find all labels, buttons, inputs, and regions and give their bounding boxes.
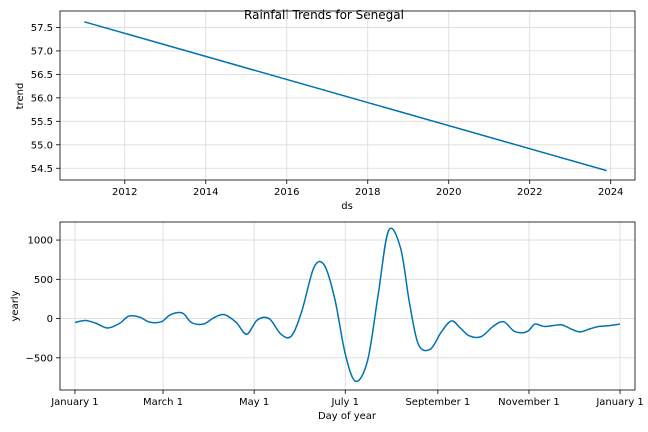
chart-title: Rainfall Trends for Senegal	[244, 8, 404, 22]
trend-line	[84, 21, 607, 172]
trend-y-tick-label: 57.5	[31, 23, 53, 34]
yearly-x-tick-label: November 1	[498, 397, 560, 408]
trend-x-tick-label: 2018	[355, 187, 380, 198]
trend-y-tick-label: 57.0	[31, 46, 53, 57]
trend-x-ticks: 2012 2014 2016 2018 2020 2022 2024	[112, 180, 623, 198]
yearly-y-tick-label: 1000	[28, 236, 53, 247]
trend-x-tick-label: 2020	[436, 187, 461, 198]
trend-x-tick-label: 2016	[274, 187, 299, 198]
trend-y-tick-label: 56.5	[31, 70, 53, 81]
yearly-x-tick-label: January 1	[595, 397, 643, 408]
trend-y-ticks: 54.5 55.0 55.5 56.0 56.5 57.0 57.5	[31, 23, 60, 175]
yearly-y-axis-label: yearly	[10, 290, 21, 321]
trend-frame	[59, 10, 636, 181]
trend-y-tick-label: 55.0	[31, 140, 53, 151]
yearly-y-tick-label: 0	[47, 314, 53, 325]
trend-panel: 2012 2014 2016 2018 2020 2022 2024 54.5 55.0 55.…	[15, 10, 636, 212]
yearly-x-tick-label: March 1	[143, 397, 183, 408]
trend-y-tick-label: 54.5	[31, 164, 53, 175]
yearly-line	[74, 227, 621, 383]
yearly-frame	[59, 221, 636, 391]
trend-x-tick-label: 2014	[193, 187, 218, 198]
yearly-x-tick-label: May 1	[239, 397, 269, 408]
trend-y-tick-label: 55.5	[31, 117, 53, 128]
trend-y-axis-label: trend	[15, 83, 26, 110]
trend-x-tick-label: 2024	[598, 187, 623, 198]
yearly-x-tick-label: January 1	[50, 397, 98, 408]
yearly-x-axis-label: Day of year	[318, 411, 377, 422]
trend-y-tick-label: 56.0	[31, 93, 53, 104]
trend-x-tick-label: 2022	[517, 187, 542, 198]
trend-x-tick-label: 2012	[112, 187, 137, 198]
yearly-grid	[60, 222, 635, 390]
yearly-y-tick-label: −500	[26, 353, 53, 364]
trend-grid	[60, 11, 635, 180]
yearly-x-tick-label: July 1	[330, 397, 359, 408]
trend-x-axis-label: ds	[341, 201, 353, 212]
yearly-y-ticks: −500 0 500 1000	[26, 236, 60, 364]
yearly-x-tick-label: September 1	[405, 397, 470, 408]
yearly-x-ticks: January 1 March 1 May 1 July 1 September 1 No…	[50, 390, 644, 408]
yearly-panel: January 1 March 1 May 1 July 1 September 1 No…	[10, 221, 644, 422]
yearly-y-tick-label: 500	[34, 275, 53, 286]
